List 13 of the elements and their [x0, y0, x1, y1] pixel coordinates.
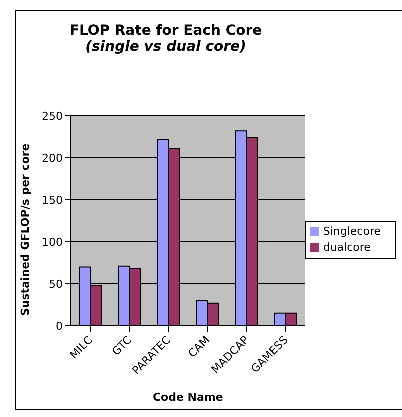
- y-tick-label: 150: [42, 194, 63, 207]
- y-tick-label: 200: [42, 152, 63, 165]
- chart-title: FLOP Rate for Each Core: [68, 23, 264, 39]
- legend-label: dualcore: [323, 241, 371, 254]
- x-tick-label: GTC: [110, 334, 135, 358]
- y-tick-label: 50: [49, 278, 63, 291]
- legend-label: Singlecore: [323, 225, 381, 238]
- chart-subtitle: (single vs dual core): [84, 39, 248, 55]
- y-axis-title: Sustained GFLOP/s per core: [18, 144, 32, 316]
- y-tick-label: 250: [42, 110, 63, 123]
- x-axis-title: Code Name: [152, 391, 224, 404]
- y-tick-label: 0: [56, 320, 63, 333]
- y-tick-label: 100: [42, 236, 63, 249]
